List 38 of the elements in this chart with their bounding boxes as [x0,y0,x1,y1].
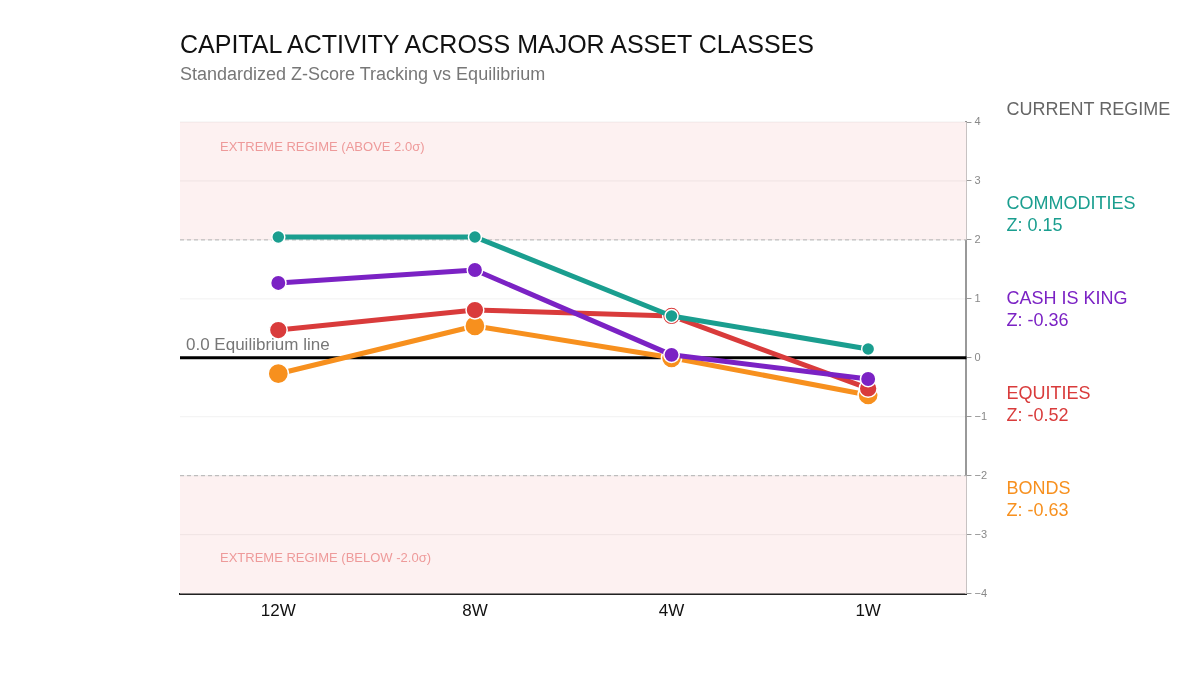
x-tick-label: 1W [855,601,881,621]
band-label: EXTREME REGIME (BELOW -2.0σ) [220,550,431,566]
point [467,229,483,245]
point [663,346,680,364]
point [860,341,876,357]
y-tick-label: 0 [974,350,981,363]
text: CASH IS KING [1006,287,1128,308]
y-tick-label: −2 [974,468,988,481]
point [268,320,288,340]
text: EQUITIES [1006,382,1091,403]
point [269,274,287,292]
text: Z: -0.63 [1006,499,1069,520]
point [859,370,877,388]
y-tick-label: 4 [974,115,981,128]
x-tick-label: 8W [462,601,488,621]
point [267,362,290,385]
y-tick-label: −4 [974,586,988,599]
band-label: EXTREME REGIME (ABOVE 2.0σ) [220,138,425,154]
y-tick-label: −1 [974,409,988,422]
y-tick-label: 3 [974,173,981,186]
ref-line-label: 0.0 Equilibrium line [186,334,330,354]
x-tick-label: 4W [658,601,685,621]
text: Z: -0.52 [1006,404,1069,425]
point [465,300,485,320]
chart-title: CAPITAL ACTIVITY ACROSS MAJOR ASSET CLASSES [180,30,814,59]
y-tick-label: 2 [974,232,981,245]
text: BONDS [1006,477,1071,498]
point [271,229,286,245]
y-tick-label: 1 [974,291,981,304]
point [466,261,484,279]
text: COMMODITIES [1006,192,1136,213]
text: Z: -0.36 [1006,309,1069,330]
point [464,315,486,337]
chart-subtitle: Standardized Z-Score Tracking vs Equilibrium [180,64,546,85]
x-tick-label: 12W [260,601,296,621]
legend-title: CURRENT REGIME [1006,98,1171,119]
text: Z: 0.15 [1006,214,1063,235]
y-tick-label: −3 [974,527,988,540]
